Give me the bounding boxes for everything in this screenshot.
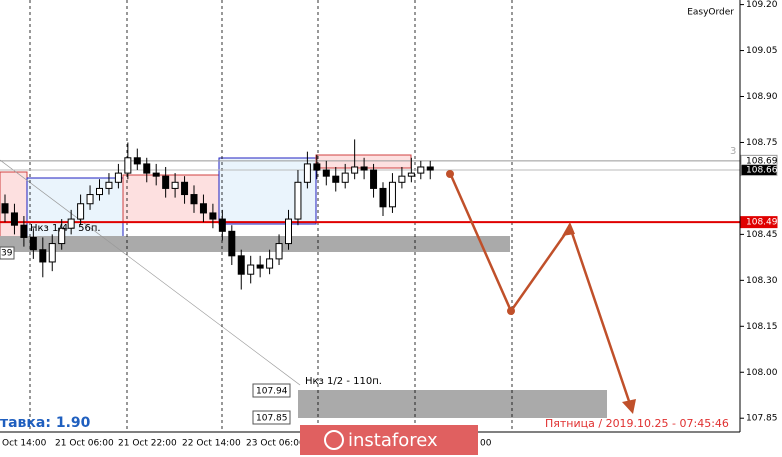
x-tick-label: 22 Oct 14:00 [182, 439, 241, 449]
forecast-point [446, 170, 454, 178]
candle-body [133, 157, 141, 165]
box-label: 107.85 [256, 414, 288, 424]
y-tick-label: 108.15 [746, 322, 778, 332]
candle-body [417, 166, 425, 174]
candle-body [39, 249, 47, 263]
target-zone [0, 236, 510, 252]
candle-body [303, 163, 311, 183]
forecast-path [448, 172, 634, 411]
trend-line [0, 159, 301, 386]
y-tick-label: 107.85 [746, 414, 778, 424]
candle-body [351, 166, 359, 174]
x-tick-label: 23 Oct 06:00 [246, 439, 305, 449]
label-box [252, 383, 291, 398]
label-box [252, 410, 291, 425]
candle-body [86, 194, 94, 205]
candle-body [407, 172, 415, 177]
y-tick-label: 108.30 [746, 276, 778, 286]
axis-bg [740, 0, 782, 457]
candle-body [379, 187, 387, 208]
candle-body [332, 175, 340, 183]
zone [315, 154, 412, 169]
box-label: 39 [1, 249, 13, 259]
candle-body [294, 181, 302, 220]
y-tick-label: 108.75 [746, 138, 778, 148]
candle-body [124, 157, 132, 174]
x-tick-label: 21 Oct 06:00 [55, 439, 114, 449]
candle-body [105, 181, 113, 189]
indicator-label: EasyOrder [687, 8, 734, 18]
candle-body [20, 224, 28, 238]
candle-body [143, 163, 151, 174]
price-label-box [740, 216, 778, 229]
watermark: instaforex [348, 430, 438, 451]
y-tick-label: 108.90 [746, 92, 778, 102]
candle-body [209, 212, 217, 220]
candle-body [77, 203, 85, 220]
candle-body [360, 166, 368, 171]
watermark-logo [324, 430, 344, 450]
label-box [0, 246, 15, 260]
candle-body [181, 181, 189, 196]
price-label: 108.66 [746, 166, 778, 176]
price-label: 108.49 [746, 218, 778, 228]
candle-body [58, 227, 66, 245]
candle-body [114, 172, 122, 183]
candle-body [1, 203, 9, 214]
stake-label: тавка: 1.90 [0, 415, 91, 431]
axis: 109.20 109.05 108.90 108.75 108.45 108.30 108.… [2, 0, 778, 448]
candle-body [256, 264, 264, 269]
candle-body [10, 212, 18, 226]
candle-body [370, 169, 378, 189]
price-label-box [740, 164, 778, 177]
candle-body [275, 243, 283, 260]
zone [122, 174, 220, 223]
y-tick-label: 108.00 [746, 368, 778, 378]
y-tick-label: 108.45 [746, 230, 778, 240]
candle-body [48, 243, 56, 263]
x-tick-label: 00 [480, 439, 492, 449]
arrow-head [622, 399, 636, 414]
datetime-label: Пятница / 2019.10.25 - 07:45:46 [545, 417, 729, 430]
candle-body [152, 172, 160, 177]
arrow-head [562, 222, 575, 236]
box-label: 107.94 [256, 387, 288, 397]
candle-body [228, 230, 236, 257]
candle-body [162, 175, 170, 189]
candle-body [341, 172, 349, 183]
candle-body [96, 187, 103, 196]
y-tick-label: 109.05 [746, 46, 778, 56]
candle-body [171, 181, 179, 189]
candle-body [426, 166, 434, 171]
candle-body [388, 181, 396, 208]
zone-label: Нкз 1/4 - 56п. [30, 223, 101, 234]
candle-body [398, 175, 406, 183]
candle-body [313, 163, 321, 171]
candle-body [285, 218, 292, 245]
price-label: 108.69 [746, 156, 778, 166]
forecast-point [507, 307, 515, 315]
candle-body [190, 194, 198, 205]
candle-body [67, 218, 75, 229]
zone-label: Нкз 1/2 - 110п. [305, 376, 382, 387]
x-tick-label: 21 Oct 22:00 [118, 439, 177, 449]
plot [0, 139, 740, 290]
target-zone [298, 390, 607, 418]
candle-body [29, 236, 37, 251]
candle-body [218, 218, 226, 232]
x-tick-label: Oct 14:00 [2, 439, 47, 449]
candle-body [266, 258, 274, 269]
candle-body [199, 203, 207, 214]
candle-body [322, 169, 330, 177]
level-label: 3 [730, 146, 736, 157]
candle-body [247, 264, 255, 275]
watermark-bg [300, 425, 478, 455]
y-tick-label: 109.20 [746, 0, 778, 10]
candle-body [237, 255, 245, 275]
